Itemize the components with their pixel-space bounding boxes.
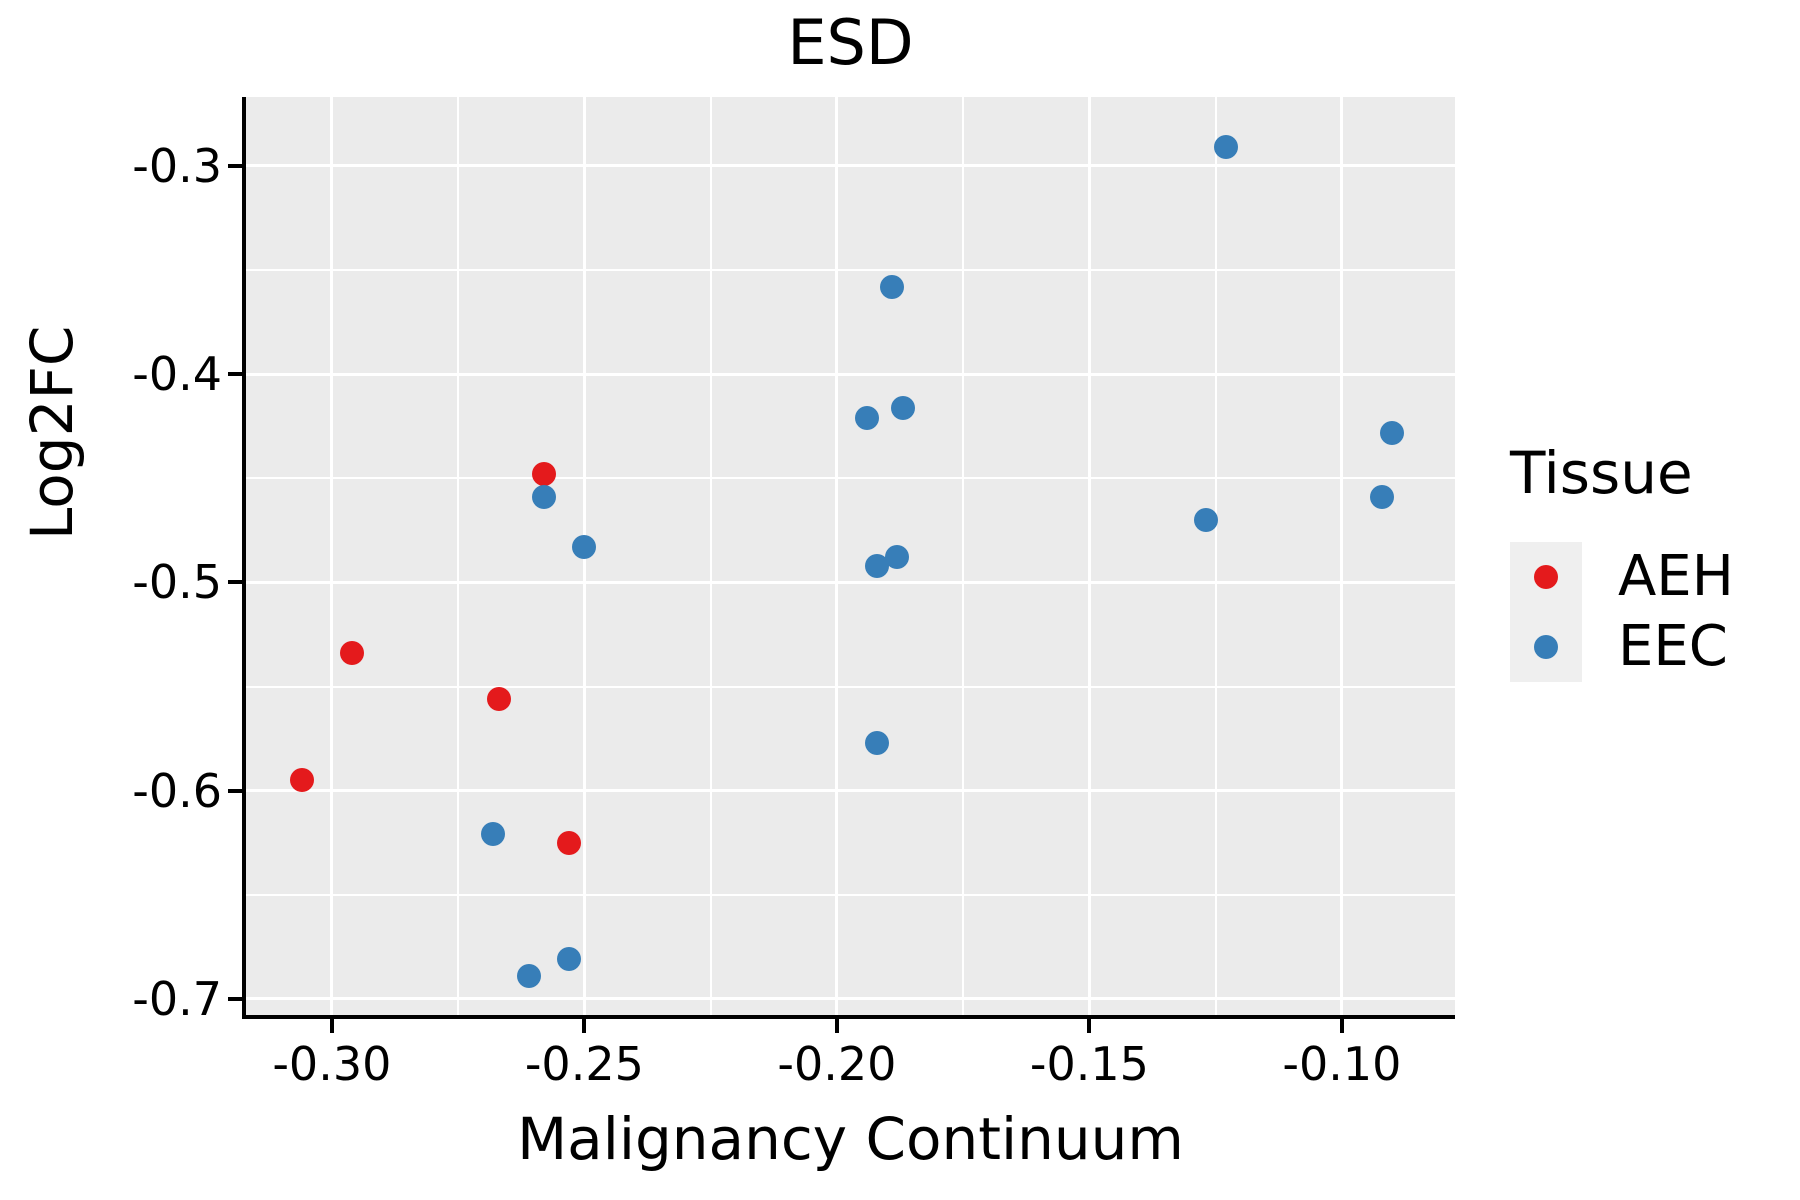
data-point-eec bbox=[1370, 485, 1395, 510]
data-point-aeh bbox=[340, 641, 365, 666]
x-tick-label: -0.30 bbox=[272, 1037, 392, 1091]
y-axis-line bbox=[242, 97, 246, 1019]
legend-label: EEC bbox=[1618, 614, 1728, 679]
y-tick-mark bbox=[228, 996, 242, 1001]
y-tick-mark bbox=[228, 580, 242, 585]
gridline-y-major bbox=[246, 164, 1455, 168]
y-tick-label: -0.3 bbox=[132, 138, 222, 193]
data-point-eec bbox=[572, 535, 597, 560]
gridline-x-major bbox=[1087, 97, 1091, 1015]
gridline-y-minor bbox=[246, 685, 1455, 688]
data-point-eec bbox=[885, 545, 910, 570]
y-tick-mark bbox=[228, 372, 242, 377]
x-tick-mark bbox=[329, 1019, 334, 1033]
data-point-eec bbox=[855, 405, 880, 430]
data-point-aeh bbox=[557, 830, 582, 855]
legend-title: Tissue bbox=[1510, 439, 1693, 507]
data-point-eec bbox=[880, 274, 905, 299]
plot-title: ESD bbox=[787, 6, 914, 79]
legend-keys: AEH EEC bbox=[1510, 542, 1734, 682]
gridline-x-minor bbox=[962, 97, 965, 1015]
data-point-eec bbox=[1380, 420, 1405, 445]
gridline-y-minor bbox=[246, 893, 1455, 896]
data-point-eec bbox=[890, 395, 915, 420]
data-point-eec bbox=[865, 730, 890, 755]
gridline-y-major bbox=[246, 997, 1455, 1001]
data-point-eec bbox=[1213, 135, 1238, 160]
gridline-x-major bbox=[330, 97, 334, 1015]
y-tick-label: -0.6 bbox=[132, 763, 222, 818]
legend-entry-aeh: AEH bbox=[1510, 542, 1734, 612]
x-tick-mark bbox=[1339, 1019, 1344, 1033]
y-tick-label: -0.5 bbox=[132, 555, 222, 610]
gridline-x-minor bbox=[709, 97, 712, 1015]
legend-label: AEH bbox=[1618, 544, 1734, 609]
gridline-x-minor bbox=[1214, 97, 1217, 1015]
data-point-eec bbox=[481, 822, 506, 847]
data-point-eec bbox=[557, 947, 582, 972]
x-axis-line bbox=[242, 1015, 1455, 1019]
legend-dot-eec bbox=[1534, 635, 1558, 659]
legend-entry-eec: EEC bbox=[1510, 612, 1734, 682]
y-tick-label: -0.7 bbox=[132, 971, 222, 1026]
x-tick-label: -0.20 bbox=[777, 1037, 897, 1091]
x-tick-label: -0.10 bbox=[1282, 1037, 1402, 1091]
gridline-x-minor bbox=[457, 97, 460, 1015]
data-point-aeh bbox=[531, 462, 556, 487]
data-point-aeh bbox=[486, 687, 511, 712]
x-tick-mark bbox=[1087, 1019, 1092, 1033]
data-point-eec bbox=[516, 964, 541, 989]
gridline-y-major bbox=[246, 580, 1455, 584]
gridline-x-major bbox=[1340, 97, 1344, 1015]
data-point-eec bbox=[1193, 507, 1218, 532]
y-tick-mark bbox=[228, 163, 242, 168]
legend-key-box bbox=[1510, 542, 1582, 612]
legend: Tissue AEH EEC bbox=[1510, 444, 1734, 682]
y-tick-mark bbox=[228, 788, 242, 793]
x-axis-title: Malignancy Continuum bbox=[517, 1105, 1184, 1173]
gridline-x-major bbox=[835, 97, 839, 1015]
gridline-y-major bbox=[246, 372, 1455, 376]
data-point-eec bbox=[531, 485, 556, 510]
y-tick-label: -0.4 bbox=[132, 347, 222, 402]
data-point-eec bbox=[865, 553, 890, 578]
x-tick-mark bbox=[834, 1019, 839, 1033]
x-tick-label: -0.25 bbox=[524, 1037, 644, 1091]
x-tick-mark bbox=[582, 1019, 587, 1033]
legend-dot-aeh bbox=[1534, 565, 1558, 589]
gridline-y-minor bbox=[246, 477, 1455, 480]
legend-key-box bbox=[1510, 612, 1582, 682]
x-tick-label: -0.15 bbox=[1029, 1037, 1149, 1091]
plot-panel bbox=[246, 97, 1455, 1015]
gridline-y-major bbox=[246, 789, 1455, 793]
data-point-aeh bbox=[289, 768, 314, 793]
gridline-y-minor bbox=[246, 269, 1455, 272]
